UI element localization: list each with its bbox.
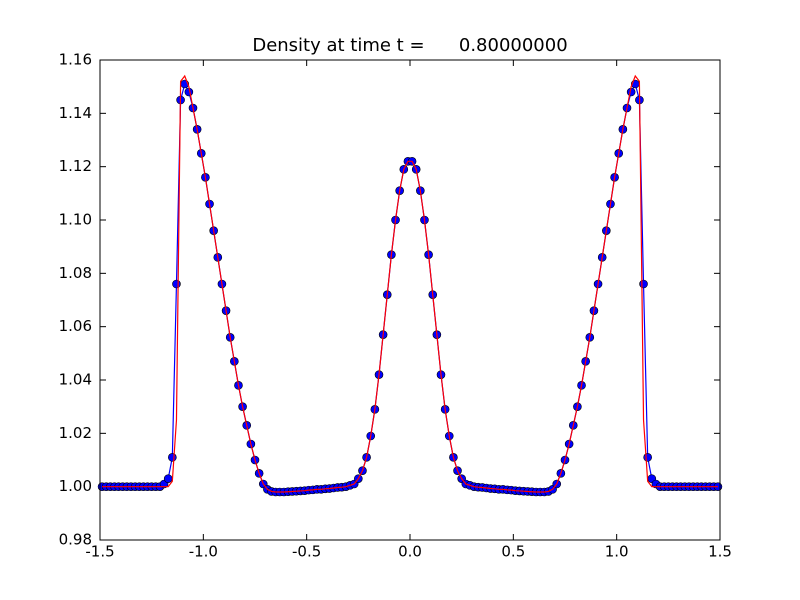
- y-tick-label: 1.04: [59, 371, 92, 389]
- series-line: [102, 74, 718, 493]
- x-tick-label: 1.0: [605, 543, 629, 561]
- y-tick-label: 0.98: [59, 531, 92, 549]
- y-tick-label: 1.14: [59, 104, 92, 122]
- x-tick-label: 0.0: [398, 543, 422, 561]
- x-tick-label: -0.5: [292, 543, 321, 561]
- y-tick-label: 1.02: [59, 424, 92, 442]
- plot-frame: [99, 59, 721, 541]
- data-point: [172, 279, 181, 289]
- data-point: [163, 474, 173, 483]
- data-point: [168, 453, 177, 462]
- x-tick-label: 1.5: [708, 543, 732, 561]
- data-point: [639, 279, 648, 289]
- chart-title: Density at time t = 0.80000000: [252, 35, 567, 56]
- y-tick-label: 1.12: [59, 157, 92, 175]
- y-tick-label: 1.00: [59, 477, 92, 495]
- x-tick-label: -1.5: [85, 543, 114, 561]
- data-point: [643, 453, 652, 462]
- y-tick-label: 1.06: [59, 317, 92, 335]
- x-tick-label: 0.5: [501, 543, 525, 561]
- y-tick-label: 1.08: [59, 264, 92, 282]
- y-tick-label: 1.10: [59, 211, 92, 229]
- y-tick-label: 1.16: [59, 51, 92, 69]
- x-tick-label: -1.0: [189, 543, 218, 561]
